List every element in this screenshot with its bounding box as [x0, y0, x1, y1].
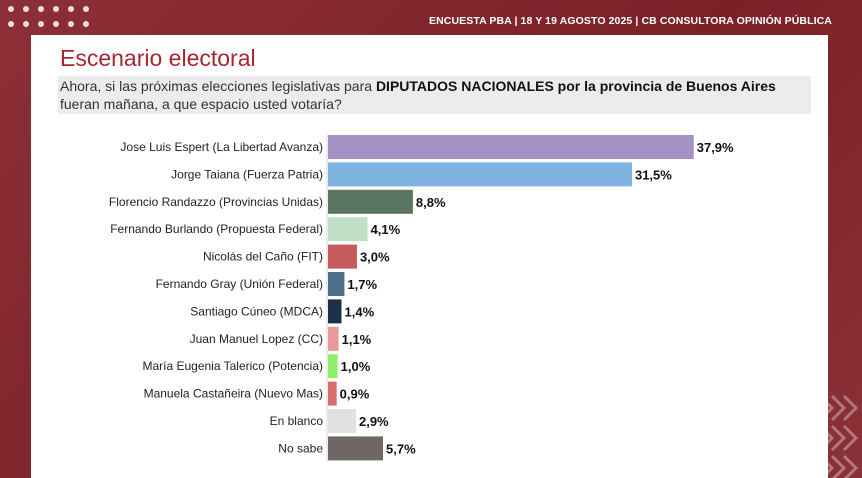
bar	[328, 217, 368, 242]
dot	[68, 21, 74, 27]
bar	[328, 409, 356, 433]
category-label: Florencio Randazzo (Provincias Unidas)	[109, 195, 323, 209]
bar-value-label: 1,7%	[347, 277, 377, 292]
bar	[328, 135, 694, 159]
bar	[328, 244, 357, 269]
bar-value-label: 8,8%	[416, 195, 446, 210]
bar-value-label: 31,5%	[635, 167, 672, 182]
category-label: En blanco	[270, 414, 324, 428]
category-label: Nicolás del Caño (FIT)	[203, 250, 323, 264]
bar-value-label: 5,7%	[386, 441, 416, 456]
dot	[23, 6, 29, 12]
category-label: Manuela Castañeira (Nuevo Mas)	[144, 387, 323, 401]
category-label: María Eugenia Talerico (Potencia)	[142, 359, 323, 373]
category-label: Santiago Cúneo (MDCA)	[190, 304, 323, 318]
survey-header: ENCUESTA PBA | 18 Y 19 AGOSTO 2025 | CB …	[428, 15, 832, 27]
bar-value-label: 1,4%	[345, 304, 375, 319]
bar	[328, 436, 384, 461]
dot	[53, 6, 59, 12]
dot	[8, 21, 14, 27]
dot	[53, 21, 59, 27]
question-emphasis: DIPUTADOS NACIONALES por la provincia de…	[375, 78, 776, 94]
dot	[83, 21, 89, 27]
chart-card: Escenario electoral Ahora, si las próxim…	[31, 35, 828, 478]
bar-value-label: 1,0%	[341, 359, 371, 374]
bar	[328, 272, 345, 296]
dot	[8, 6, 14, 12]
category-label: Fernando Gray (Unión Federal)	[156, 277, 323, 291]
category-label: Jose Luis Espert (La Libertad Avanza)	[120, 140, 323, 154]
bar-chart: Jose Luis Espert (La Libertad Avanza) 37,…	[109, 133, 734, 463]
bar	[328, 354, 338, 379]
chart-title: Escenario electoral	[60, 45, 256, 71]
bar-value-label: 4,1%	[371, 222, 401, 237]
dot	[68, 6, 74, 12]
bar-value-label: 37,9%	[697, 140, 734, 155]
bar	[328, 162, 632, 187]
survey-question: Ahora, si las próximas elecciones legisl…	[58, 76, 811, 114]
bar-value-label: 0,9%	[340, 387, 370, 402]
bar	[328, 299, 342, 324]
category-label: Fernando Burlando (Propuesta Federal)	[110, 222, 323, 236]
bar	[328, 189, 413, 214]
bar-value-label: 1,1%	[342, 332, 372, 347]
dot	[83, 6, 89, 12]
bar	[328, 381, 337, 406]
dot	[38, 6, 44, 12]
bar-value-label: 3,0%	[360, 250, 390, 265]
dot	[38, 21, 44, 27]
dot	[23, 21, 29, 27]
category-label: Juan Manuel Lopez (CC)	[190, 332, 323, 346]
chevron-pattern-decoration	[818, 394, 859, 478]
category-label: Jorge Taiana (Fuerza Patria)	[171, 167, 323, 181]
bar	[328, 326, 339, 351]
bar-value-label: 2,9%	[359, 414, 389, 429]
category-label: No sabe	[278, 441, 323, 455]
question-prefix: Ahora, si las próximas elecciones legisl…	[60, 78, 376, 94]
question-suffix: fueran mañana, a que espacio usted votar…	[60, 96, 342, 112]
